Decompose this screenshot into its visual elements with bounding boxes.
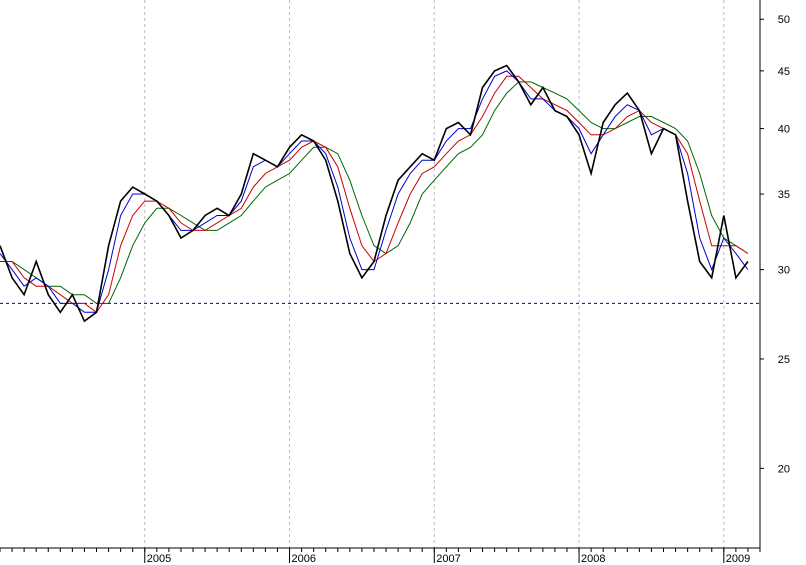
moving-average-blue	[0, 70, 749, 313]
y-tick-label: 25	[778, 354, 790, 366]
y-tick-label: 30	[778, 265, 790, 277]
x-tick-label: 2006	[292, 553, 316, 565]
y-tick-label: 20	[778, 463, 790, 475]
x-tick-label: 2005	[147, 553, 171, 565]
price-line	[0, 64, 749, 323]
x-tick-label: 2008	[581, 553, 605, 565]
y-tick-label: 35	[778, 189, 790, 201]
y-tick-label: 40	[778, 124, 790, 136]
x-tick-label: 2007	[436, 553, 460, 565]
y-tick-label: 50	[778, 14, 790, 26]
y-axis-ticks: 20 25 30 35 40 45 50	[760, 14, 790, 475]
vertical-gridlines	[144, 0, 725, 548]
x-tick-label: 2009	[726, 553, 750, 565]
x-axis-ticks: 2005 2006 2007 2008 2009	[0, 548, 761, 565]
moving-average-green	[0, 81, 749, 304]
y-tick-label: 45	[778, 66, 790, 78]
series-layer	[0, 64, 749, 323]
